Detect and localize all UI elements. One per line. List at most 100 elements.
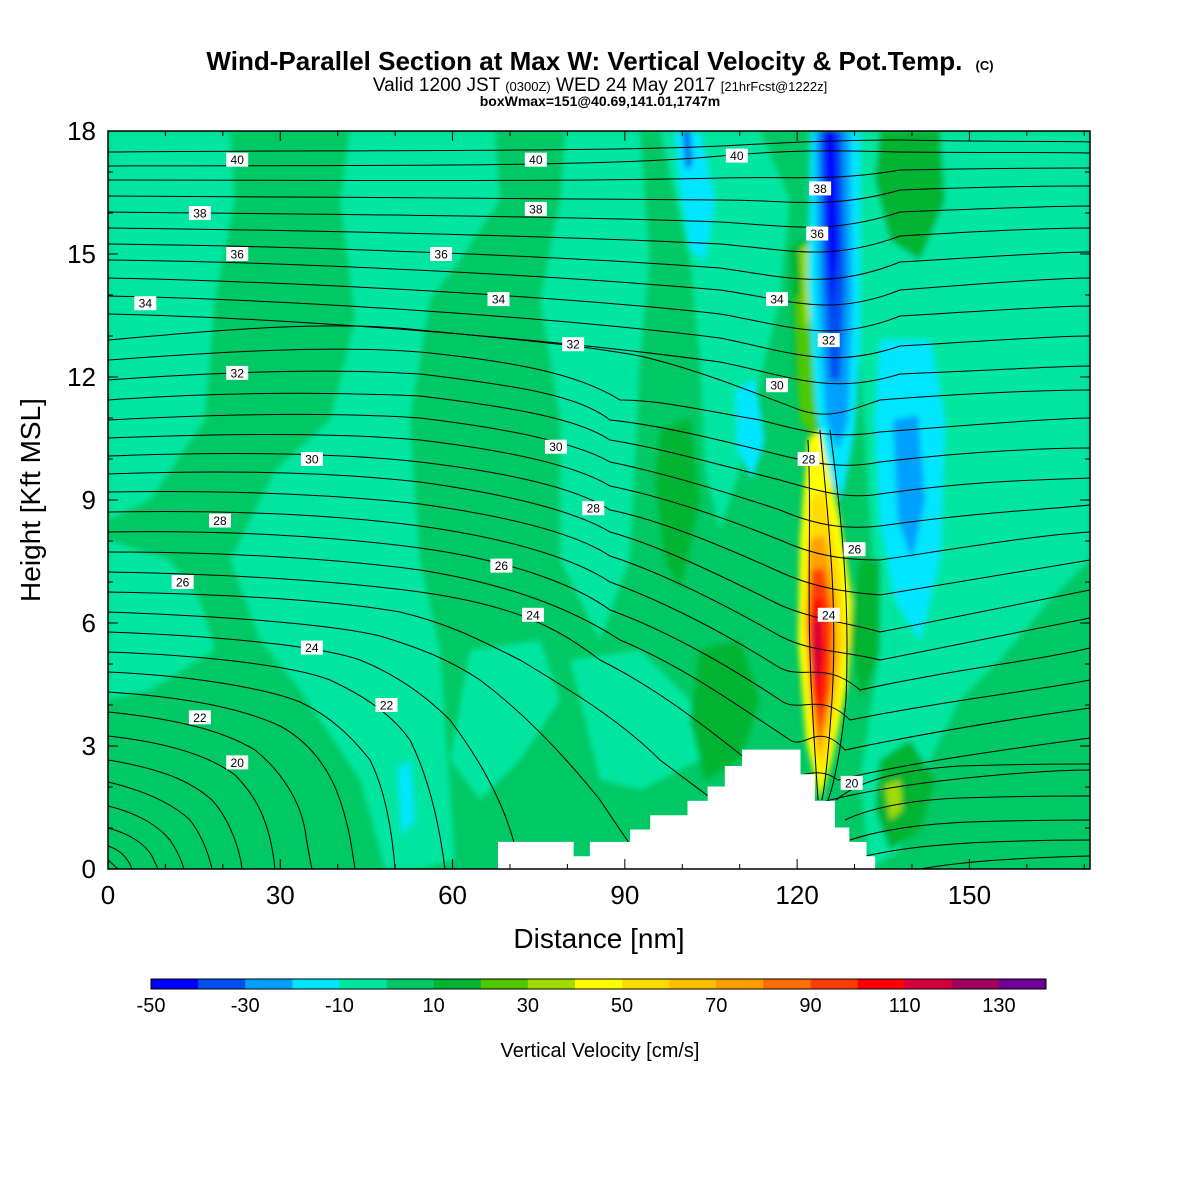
vertical-velocity-field — [108, 131, 1090, 869]
contour-label-text: 28 — [587, 502, 601, 516]
colorbar-swatch — [198, 979, 246, 989]
colorbar-swatch — [480, 979, 529, 989]
contour-labels: 40 40 40 38 38 38 36 36 36 34 34 34 32 32 32 30 30 30 28 28… — [134, 148, 866, 790]
contour-label: 22 — [375, 698, 398, 713]
contour-label-box — [487, 292, 510, 307]
colorbar-frame — [150, 978, 1047, 990]
isentrope-contours — [108, 139, 1090, 869]
contour-label: 22 — [188, 710, 211, 725]
colorbar-swatch — [904, 979, 953, 989]
contour-label-text: 38 — [529, 202, 543, 216]
contour-label: 38 — [809, 181, 832, 196]
contour-label-text: 34 — [770, 293, 784, 307]
contour-label-text: 40 — [529, 153, 543, 167]
contour-label-box — [817, 607, 840, 622]
chart-subtitle: Valid 1200 JST (0300Z) WED 24 May 2017 [… — [373, 75, 827, 96]
contour-label-text: 28 — [802, 453, 816, 467]
x-tick-label: 60 — [438, 880, 467, 910]
colorbar-swatch — [245, 979, 293, 989]
contour-label-box — [226, 247, 249, 261]
contour-label: 30 — [300, 452, 323, 467]
contour-label-box — [797, 452, 820, 466]
contour-label: 36 — [226, 247, 249, 262]
colorbar-tick-label: 70 — [705, 995, 727, 1017]
contour-label: 28 — [582, 501, 605, 516]
contour-label-text: 28 — [213, 514, 227, 528]
contour-label-text: 30 — [305, 453, 319, 467]
contour-label: 24 — [300, 640, 323, 655]
contour-label-text: 34 — [139, 297, 153, 311]
contour-label-box — [430, 247, 453, 261]
colorbar-swatch — [763, 979, 811, 989]
colorbar-swatch — [292, 979, 340, 989]
contour-label: 28 — [208, 513, 231, 528]
contour-label-box — [809, 181, 832, 196]
contour-label-text: 34 — [492, 293, 506, 307]
colorbar-swatch — [622, 979, 670, 989]
x-tick-label: 90 — [610, 880, 639, 910]
contour-label: 20 — [840, 775, 863, 790]
contour-label: 34 — [766, 292, 789, 307]
colorbar-tick-labels: -50 -30 -10 10 30 50 70 90 110 130 — [137, 995, 1016, 1017]
terrain-mask — [498, 749, 876, 869]
colorbar-swatch — [527, 979, 576, 989]
contour-label-box — [226, 755, 249, 770]
contour-label-box — [840, 775, 863, 790]
contour-label: 38 — [188, 206, 211, 221]
contour-label-text: 22 — [193, 711, 207, 725]
colorbar-tick-label: 10 — [423, 995, 445, 1017]
contour-label-text: 20 — [231, 756, 245, 770]
contour-label: 36 — [430, 247, 453, 262]
contour-label: 36 — [806, 226, 829, 241]
contour-label-box — [208, 513, 231, 528]
contour-label-box — [171, 575, 194, 589]
contour-label-box — [766, 292, 789, 307]
contour-label-text: 30 — [770, 379, 784, 393]
contour-label-box — [766, 378, 789, 393]
contour-label-text: 24 — [822, 608, 836, 622]
contour-label-box — [843, 542, 866, 557]
colorbar-tick-label: 50 — [611, 995, 633, 1017]
contour-label-text: 26 — [176, 576, 190, 590]
contour-label-box — [226, 152, 249, 167]
contour-label-text: 20 — [845, 776, 859, 790]
contour-label: 30 — [766, 378, 789, 393]
contour-label-box — [188, 710, 211, 725]
colorbar-swatch — [386, 979, 435, 989]
y-tick-label: 18 — [67, 116, 96, 146]
colorbar-tick-label: 110 — [889, 995, 921, 1017]
contour-label-text: 40 — [730, 149, 744, 163]
contour-label: 40 — [524, 152, 547, 167]
colorbar-swatch — [151, 979, 199, 989]
y-tick-label: 3 — [82, 731, 96, 761]
contour-label-text: 26 — [495, 559, 509, 573]
x-tick-label: 30 — [266, 880, 295, 910]
contour-label: 26 — [843, 542, 866, 557]
contour-label: 26 — [490, 558, 513, 573]
contour-label-box — [524, 152, 547, 167]
y-tick-label: 0 — [82, 854, 96, 884]
contour-label-text: 36 — [434, 248, 448, 262]
contour-label-text: 40 — [231, 153, 245, 167]
x-tick-label: 150 — [948, 880, 991, 910]
contour-label: 26 — [171, 575, 194, 590]
contour-label: 24 — [521, 607, 544, 622]
contour-label: 34 — [487, 292, 510, 307]
y-tick-label: 12 — [67, 362, 96, 392]
y-tick-label: 15 — [67, 239, 96, 269]
contour-label: 24 — [817, 607, 840, 622]
colorbar-swatch — [433, 979, 482, 989]
contour-label-box — [521, 607, 544, 622]
contour-label-text: 36 — [811, 227, 825, 241]
colorbar-tick-label: -30 — [231, 995, 260, 1017]
contour-label: 34 — [134, 296, 157, 311]
contour-label: 32 — [817, 333, 840, 348]
contour-label-text: 32 — [822, 334, 836, 348]
contour-label-text: 36 — [231, 248, 245, 262]
contour-label: 40 — [725, 148, 748, 163]
contour-label-text: 32 — [231, 366, 245, 380]
contour-label: 40 — [226, 152, 249, 167]
contour-label-text: 38 — [193, 207, 207, 221]
